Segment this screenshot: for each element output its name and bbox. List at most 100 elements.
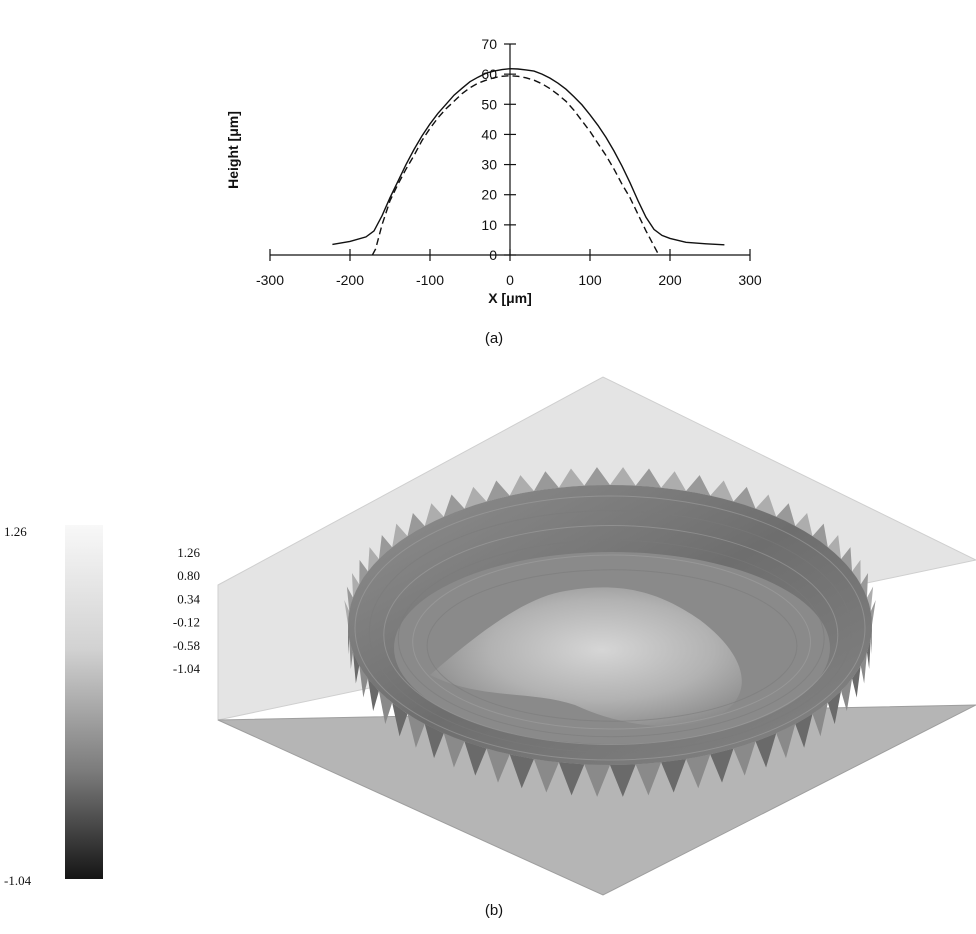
rim-spike bbox=[359, 559, 368, 585]
z-tick-label: 0.34 bbox=[177, 591, 200, 606]
rim-spike bbox=[378, 535, 393, 560]
rim-spike bbox=[378, 690, 393, 725]
rim-spike bbox=[852, 559, 861, 585]
rim-spike bbox=[443, 494, 465, 517]
z-tick-label: -0.12 bbox=[173, 615, 200, 630]
rim-spike bbox=[509, 754, 534, 789]
y-tick-label: 20 bbox=[481, 187, 497, 203]
y-tick-label: 0 bbox=[489, 247, 497, 263]
rim-spike bbox=[776, 723, 796, 759]
rim-spike bbox=[533, 471, 559, 492]
z-axis-tick-labels: 1.26 0.80 0.34 -0.12 -0.58 -1.04 bbox=[173, 545, 201, 676]
rim-spike bbox=[443, 733, 465, 768]
surface-plot-panel: 1.26 -1.04 1.26 0.80 0.34 -0.12 -0.58 -1.04 (… bbox=[4, 376, 976, 919]
rim-spike bbox=[686, 475, 711, 496]
rim-spike bbox=[710, 748, 734, 783]
z-tick-label: 0.80 bbox=[177, 568, 200, 583]
x-tick-label: 100 bbox=[578, 272, 602, 288]
rim-spike bbox=[755, 733, 777, 768]
rim-spike bbox=[424, 503, 444, 527]
rim-spike bbox=[795, 713, 813, 748]
x-tick-label: 200 bbox=[658, 272, 682, 288]
rim-spike bbox=[486, 748, 510, 783]
dashed-profile-line bbox=[371, 74, 660, 256]
z-tick-label: -1.04 bbox=[173, 661, 201, 676]
panel-label-a: (a) bbox=[485, 330, 503, 347]
rim-spike bbox=[509, 475, 534, 496]
rim-spike bbox=[558, 762, 585, 796]
rim-spike bbox=[827, 535, 842, 560]
rim-spike bbox=[755, 494, 777, 517]
solid-profile-line bbox=[332, 67, 725, 246]
rim-spike bbox=[812, 523, 828, 548]
rim-spike bbox=[852, 665, 861, 698]
rim-spike bbox=[866, 586, 874, 612]
y-tick-label: 70 bbox=[481, 36, 497, 52]
terrace-ring bbox=[368, 510, 852, 753]
y-axis-title: Height [μm] bbox=[225, 111, 241, 189]
rim-spike bbox=[870, 600, 876, 625]
line-series-group bbox=[332, 67, 725, 256]
rim-spike bbox=[635, 468, 662, 488]
rim-spike bbox=[407, 713, 425, 748]
rim-spike bbox=[866, 638, 871, 670]
rim-spike bbox=[733, 741, 756, 776]
crater-rim-spikes bbox=[344, 467, 876, 797]
rim-spike bbox=[407, 512, 425, 537]
z-tick-label: -0.58 bbox=[173, 638, 200, 653]
rim-spike bbox=[533, 758, 559, 793]
rim-spike bbox=[841, 547, 853, 572]
rim-spike bbox=[870, 625, 872, 655]
rim-spike bbox=[661, 758, 687, 793]
rim-spike bbox=[367, 678, 379, 712]
rim-spike bbox=[860, 652, 867, 684]
rim-spike bbox=[346, 586, 354, 612]
rim-spike bbox=[827, 690, 842, 725]
rim-spike bbox=[464, 741, 487, 776]
rim-spike bbox=[860, 572, 869, 598]
rim-spike bbox=[795, 512, 813, 537]
rim-spike bbox=[558, 468, 585, 488]
rim-spike bbox=[344, 600, 350, 625]
terrace-ring bbox=[354, 495, 866, 761]
x-tick-label: -100 bbox=[416, 272, 444, 288]
x-tick-label: -200 bbox=[336, 272, 364, 288]
z-tick-label: 1.26 bbox=[177, 545, 200, 560]
rim-spike bbox=[635, 762, 662, 796]
x-tick-label: -300 bbox=[256, 272, 284, 288]
panel-label-b: (b) bbox=[485, 902, 503, 919]
y-tick-label: 40 bbox=[481, 126, 497, 142]
y-tick-label: 30 bbox=[481, 157, 497, 173]
rim-spike bbox=[353, 652, 360, 684]
colorbar-max-label: 1.26 bbox=[4, 524, 27, 539]
crater-terraces bbox=[354, 495, 866, 761]
colorbar bbox=[65, 525, 103, 879]
x-axis-title: X [μm] bbox=[488, 290, 532, 306]
rim-spike bbox=[776, 503, 796, 527]
rim-spike bbox=[584, 467, 610, 486]
rim-spike bbox=[486, 480, 510, 502]
rim-spike bbox=[424, 723, 444, 759]
rim-spike bbox=[584, 764, 610, 797]
rim-spike bbox=[686, 754, 711, 789]
rim-spike bbox=[661, 471, 687, 492]
rim-spike bbox=[359, 665, 368, 698]
x-tick-label: 0 bbox=[506, 272, 514, 288]
rim-spike bbox=[610, 764, 636, 797]
colorbar-min-label: -1.04 bbox=[4, 873, 32, 888]
terrace-ring bbox=[426, 569, 798, 722]
y-tick-label: 50 bbox=[481, 96, 497, 112]
rim-spike bbox=[349, 638, 354, 670]
x-tick-label: 300 bbox=[738, 272, 762, 288]
rim-spike bbox=[351, 572, 360, 598]
rim-spike bbox=[610, 467, 636, 486]
central-dome bbox=[430, 587, 742, 727]
rim-spike bbox=[392, 523, 408, 548]
rim-spike bbox=[841, 678, 853, 712]
terrace-ring bbox=[412, 554, 811, 730]
y-tick-label: 10 bbox=[481, 217, 497, 233]
rim-spike bbox=[710, 480, 734, 502]
